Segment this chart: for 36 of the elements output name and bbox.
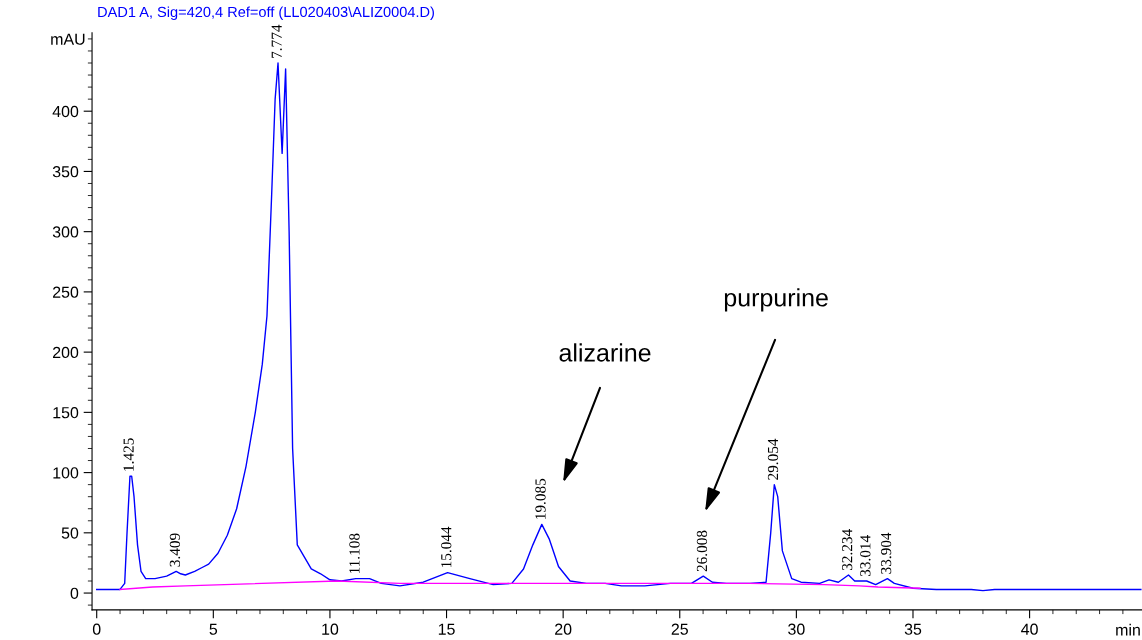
annotation: alizarine [559,343,651,362]
annotation: 1.425 [123,438,134,471]
x-tick-label: 0 [92,623,101,635]
y-tick-label: 350 [52,166,79,178]
annotation: 15.044 [441,526,452,568]
annotation: 11.108 [349,533,360,574]
annotation: purpurine [724,288,828,312]
x-tick-label: 30 [788,623,805,635]
y-tick-label: 50 [61,527,79,539]
y-tick-label: 0 [70,587,79,599]
x-tick-label: 10 [322,623,339,635]
annotation: 33.904 [880,532,892,574]
y-tick-label: 100 [53,467,79,479]
y-tick-label: 150 [53,406,79,419]
y-tick-label: 200 [53,346,79,359]
annotation: 33.014 [860,535,871,577]
annotation: 32.234 [842,529,853,571]
x-axis-title: min [1116,623,1140,636]
line-series [96,62,1142,592]
x-tick-label: 20 [555,623,572,635]
chart-title: DAD1 A, Sig=420,4 Ref=off (LL020403\ALIZ0004.D) [98,6,434,20]
line-series [119,580,921,591]
y-tick-label: 250 [53,286,79,298]
x-tick-label: 25 [671,623,688,635]
y-axis-title: mAU [51,33,85,45]
annotation: 3.409 [169,533,181,567]
annotation: 19.085 [535,478,546,519]
x-tick-label: 5 [209,623,218,635]
x-tick-label: 40 [1021,623,1038,635]
annotation: 26.008 [696,530,708,572]
annotation: 29.054 [767,438,779,480]
x-tick-label: 35 [904,623,922,635]
annotation: 7.774 [271,24,282,58]
y-tick-label: 300 [52,226,79,238]
x-tick-label: 15 [438,623,455,635]
y-tick-label: 400 [52,105,79,118]
